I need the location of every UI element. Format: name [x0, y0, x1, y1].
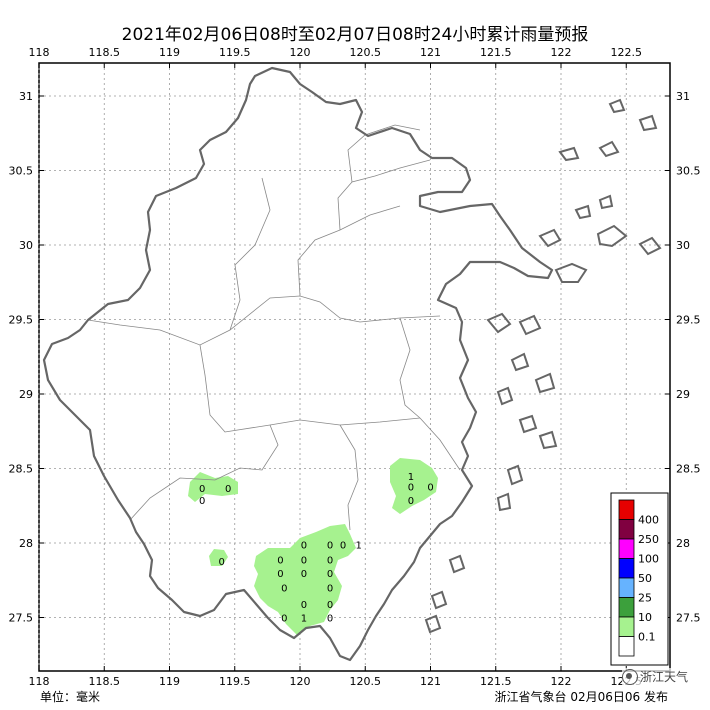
- legend-swatch: [618, 577, 635, 598]
- legend-swatch: [618, 597, 635, 618]
- wechat-icon: [621, 668, 638, 685]
- lon-tick-label-top: 121.5: [480, 46, 512, 59]
- lon-tick-label-top: 120.5: [350, 46, 382, 59]
- legend-level-label: 400: [638, 514, 659, 527]
- lon-tick-label-top: 122: [551, 46, 572, 59]
- axis-tick-labels: 118118118.5118.5119119119.5119.512012012…: [9, 46, 701, 688]
- lat-tick-label-left: 29.5: [9, 314, 34, 327]
- rain-value: 1: [301, 614, 307, 625]
- legend-swatch: [618, 519, 635, 540]
- rain-value: 0: [301, 600, 307, 611]
- rain-value: 0: [225, 484, 231, 495]
- lon-tick-label-top: 121: [420, 46, 441, 59]
- lon-tick-label-bottom: 122: [551, 675, 572, 688]
- rain-value: 0: [327, 555, 333, 566]
- lat-tick-label-left: 30.5: [9, 165, 34, 178]
- watermark-text: 浙江天气: [639, 670, 688, 684]
- rain-value: 0: [327, 614, 333, 625]
- lat-tick-label-left: 30: [19, 239, 33, 252]
- lon-tick-label-top: 119: [159, 46, 180, 59]
- lon-tick-label-top: 119.5: [219, 46, 251, 59]
- legend-level-label: 0.1: [638, 631, 656, 644]
- lat-tick-label-left: 28.5: [9, 463, 34, 476]
- legend-swatch: [618, 636, 635, 657]
- lon-tick-label-bottom: 121: [420, 675, 441, 688]
- rain-value: 0: [199, 496, 205, 507]
- rain-value: 0: [219, 557, 225, 568]
- rain-area-south: [254, 524, 356, 636]
- lat-tick-label-right: 28: [676, 537, 690, 550]
- rain-value: 0: [427, 482, 433, 493]
- lon-tick-label-bottom: 118.5: [89, 675, 121, 688]
- rain-areas: [188, 458, 438, 636]
- legend-swatch: [618, 558, 635, 579]
- lon-tick-label-bottom: 120.5: [350, 675, 382, 688]
- lat-tick-label-right: 29.5: [676, 314, 701, 327]
- lon-tick-label-bottom: 119: [159, 675, 180, 688]
- legend-swatch: [618, 499, 635, 520]
- rain-value: 0: [301, 555, 307, 566]
- legend-level-label: 10: [638, 611, 652, 624]
- lon-tick-label-bottom: 120: [290, 675, 311, 688]
- lat-tick-label-right: 29: [676, 388, 690, 401]
- legend-swatch: [618, 538, 635, 559]
- legend-level-label: 100: [638, 553, 659, 566]
- publisher-label: 浙江省气象台 02月06日06 发布: [494, 690, 668, 704]
- lat-tick-label-left: 29: [19, 388, 33, 401]
- rain-value: 1: [408, 472, 414, 483]
- watermark: 浙江天气: [621, 668, 688, 685]
- legend-swatch: [618, 616, 635, 637]
- rain-value: 0: [199, 484, 205, 495]
- lat-tick-label-right: 31: [676, 90, 690, 103]
- map-title: 2021年02月06日08时至02月07日08时24小时累计雨量预报: [121, 25, 589, 45]
- rain-value: 0: [281, 584, 287, 595]
- lon-tick-label-top: 118: [29, 46, 50, 59]
- lat-tick-label-right: 30.5: [676, 165, 701, 178]
- rain-value: 0: [340, 540, 346, 551]
- lat-tick-label-left: 31: [19, 90, 33, 103]
- lat-tick-label-right: 30: [676, 239, 690, 252]
- lon-tick-label-top: 120: [290, 46, 311, 59]
- rain-value: 0: [408, 482, 414, 493]
- lon-tick-label-top: 122.5: [611, 46, 643, 59]
- rain-value: 0: [277, 555, 283, 566]
- rain-value: 0: [327, 600, 333, 611]
- legend-level-label: 25: [638, 592, 652, 605]
- islands: [424, 98, 662, 634]
- map-frame: [38, 62, 671, 672]
- lon-tick-label-top: 118.5: [89, 46, 121, 59]
- province-outline: [42, 66, 554, 662]
- unit-label: 单位：毫米: [40, 690, 101, 704]
- county-boundaries: [87, 124, 461, 531]
- rain-value: 0: [408, 496, 414, 507]
- rain-value: 0: [301, 569, 307, 580]
- rain-value: 0: [277, 569, 283, 580]
- rain-value: 0: [327, 569, 333, 580]
- lon-tick-label-bottom: 121.5: [480, 675, 512, 688]
- lat-tick-label-left: 28: [19, 537, 33, 550]
- rain-value: 1: [356, 540, 362, 551]
- lon-tick-label-bottom: 118: [29, 675, 50, 688]
- rain-value: 0: [281, 614, 287, 625]
- legend: 400 250 100 50 25 10 0.1: [610, 492, 669, 666]
- lon-tick-label-bottom: 119.5: [219, 675, 251, 688]
- rain-value: 0: [327, 540, 333, 551]
- rain-area-east: [390, 458, 438, 514]
- legend-level-label: 250: [638, 533, 659, 546]
- lat-tick-label-right: 28.5: [676, 463, 701, 476]
- rain-area-small: [209, 549, 228, 566]
- lat-tick-label-left: 27.5: [9, 612, 34, 625]
- rain-value: 0: [301, 540, 307, 551]
- legend-level-label: 50: [638, 572, 652, 585]
- lat-tick-label-right: 27.5: [676, 612, 701, 625]
- rain-value: 0: [327, 584, 333, 595]
